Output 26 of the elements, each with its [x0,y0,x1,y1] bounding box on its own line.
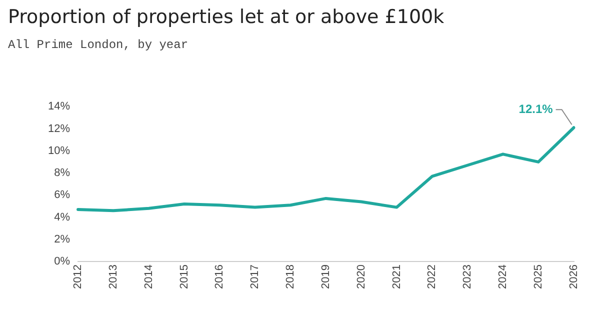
x-tick-label: 2022 [426,264,438,290]
x-tick-label: 2023 [462,264,474,290]
y-tick-label: 8% [54,167,70,180]
chart-title: Proportion of properties let at or above £100k [8,6,444,28]
x-tick-label: 2025 [532,264,544,290]
chart-subtitle: All Prime London, by year [8,38,188,52]
y-tick-label: 4% [54,211,70,224]
x-tick-label: 2019 [320,264,332,290]
x-tick-label: 2012 [72,264,84,290]
y-tick-label: 6% [54,189,70,202]
x-tick-label: 2021 [390,264,403,290]
x-tick-label: 2024 [497,264,510,290]
y-tick-label: 0% [54,256,70,268]
x-tick-label: 2014 [142,264,155,290]
x-tick-label: 2018 [284,264,297,290]
x-tick-label: 2016 [214,264,226,290]
x-tick-label: 2013 [107,264,120,290]
x-tick-label: 2020 [355,264,368,290]
annotation: 12.1% [518,102,554,116]
y-tick-label: 14% [48,100,70,113]
x-tick-label: 2015 [178,264,190,290]
x-tick-label: 2026 [568,264,580,290]
y-tick-label: 10% [48,144,70,157]
y-tick-label: 2% [54,233,70,246]
x-tick-label: 2017 [249,264,262,290]
y-tick-label: 12% [48,122,70,135]
